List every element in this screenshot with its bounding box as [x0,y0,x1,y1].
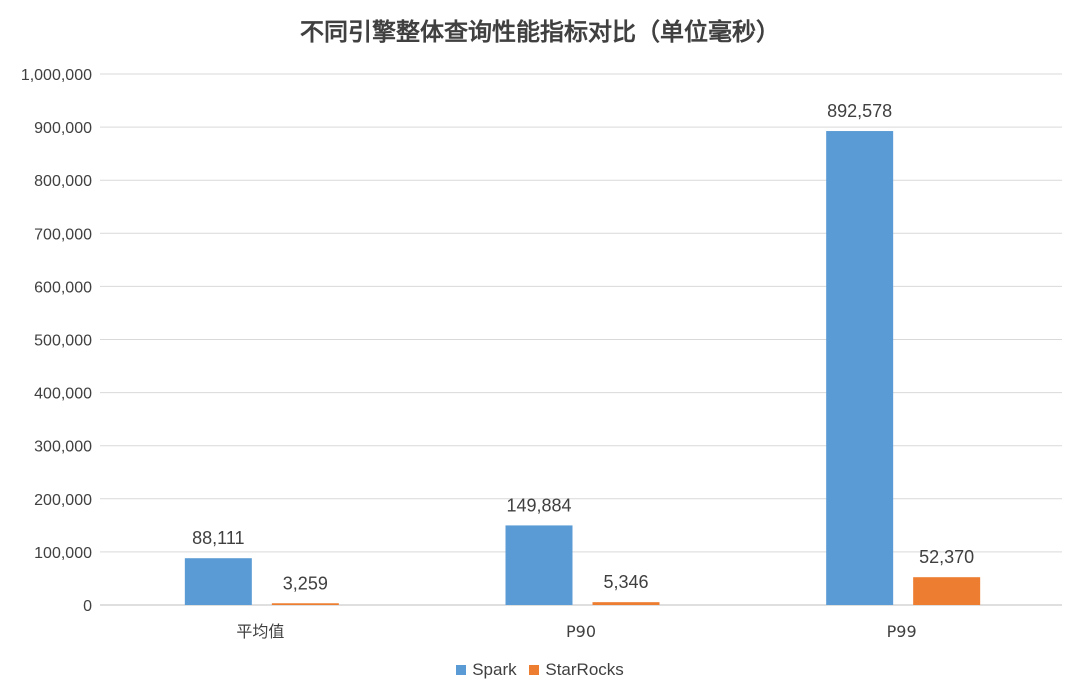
y-tick-label: 600,000 [34,279,92,296]
bar-spark [505,525,573,605]
bar-spark [826,131,894,605]
legend-swatch-spark [456,665,467,675]
legend-label-starrocks: StarRocks [545,660,624,679]
legend: Spark StarRocks [0,660,1080,680]
bar-starrocks [592,602,660,605]
data-label: 88,111 [192,528,244,548]
y-tick-label: 300,000 [34,439,92,456]
x-tick-label: P90 [566,622,596,641]
data-label: 892,578 [827,101,892,121]
y-tick-label: 700,000 [34,226,92,243]
bar-spark [184,558,252,605]
data-label: 149,884 [506,495,571,515]
data-label: 3,259 [283,573,328,593]
x-tick-label: P99 [887,622,917,641]
legend-label-spark: Spark [472,660,517,679]
bar-starrocks [271,603,339,605]
y-tick-label: 1,000,000 [21,67,92,84]
data-label: 5,346 [603,572,648,592]
y-tick-label: 100,000 [34,545,92,562]
chart-title: 不同引擎整体查询性能指标对比（单位毫秒） [300,18,780,46]
y-tick-label: 400,000 [34,386,92,403]
legend-swatch-starrocks [529,665,540,675]
y-tick-label: 900,000 [34,120,92,137]
y-tick-label: 800,000 [34,173,92,190]
y-tick-label: 500,000 [34,333,92,350]
bar-starrocks [913,577,981,605]
data-label: 52,370 [919,547,974,567]
y-tick-label: 0 [83,598,92,615]
y-tick-label: 200,000 [34,492,92,509]
x-tick-label: 平均值 [236,622,284,641]
